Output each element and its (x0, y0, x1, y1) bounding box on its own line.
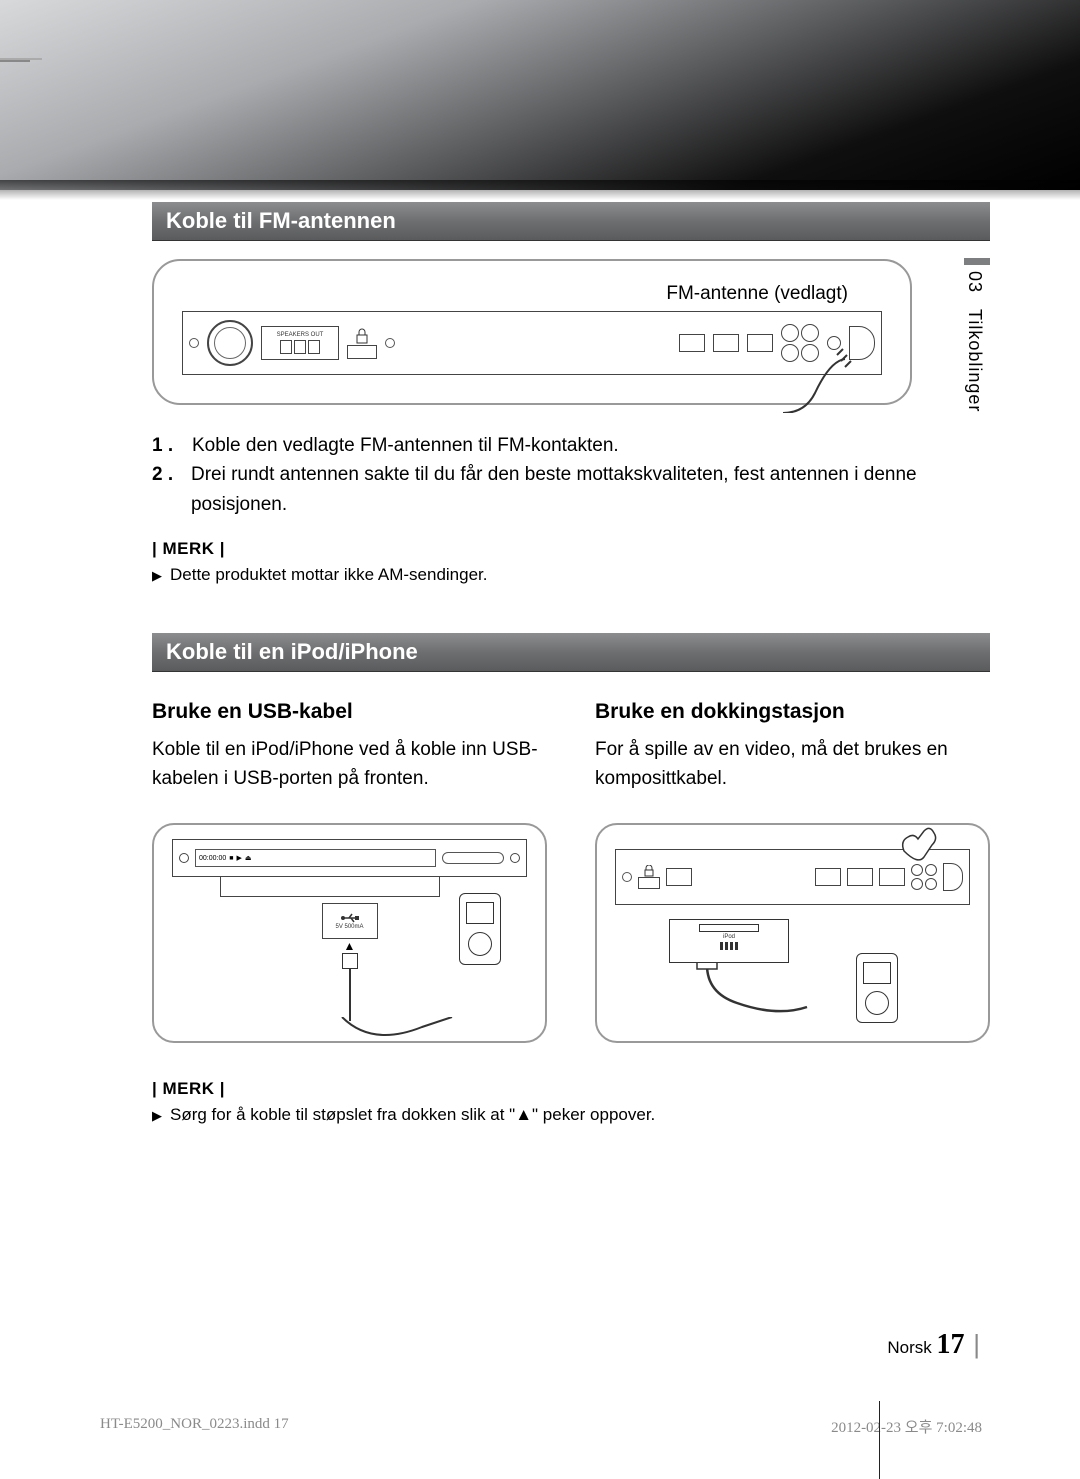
step-text: Koble den vedlagte FM-antennen til FM-ko… (192, 431, 619, 460)
note-text: Sørg for å koble til støpslet fra dokken… (170, 1105, 655, 1127)
usb-connection-diagram: 00:00:00■▶⏏ 5V 500mA ▲ (152, 823, 547, 1043)
chapter-label: Tilkoblinger (965, 309, 985, 412)
display-icon: 00:00:00■▶⏏ (195, 849, 436, 867)
device-front-panel: 00:00:00■▶⏏ (172, 839, 527, 877)
cable-icon (349, 969, 351, 1021)
aux-port (847, 868, 873, 886)
note-text: Dette produktet mottar ikke AM-sendinger… (170, 565, 488, 587)
tab-marker (964, 258, 990, 265)
usb-plug-icon (342, 953, 358, 969)
cable-curve-icon (172, 1017, 527, 1037)
knob-icon (510, 853, 520, 863)
step-number: 1 . (152, 431, 182, 460)
aux-port (747, 334, 773, 352)
dock-cable-icon (597, 963, 988, 1033)
power-inlet-icon (849, 326, 875, 360)
speaker-output-block: SPEAKERS OUT (261, 326, 339, 360)
subsection-usb-heading: Bruke en USB-kabel (152, 700, 547, 724)
usb-port-icon: 5V 500mA (322, 903, 378, 939)
antenna-caption: FM-antenne (vedlagt) (182, 283, 882, 305)
fm-antenna-diagram: FM-antenne (vedlagt) SPEAKERS OUT (152, 259, 912, 405)
note-block: | MERK | ▶ Dette produktet mottar ikke A… (152, 539, 990, 587)
fan-vent-icon (207, 320, 253, 366)
av-jack-icon (911, 864, 923, 876)
ipod-device-icon (459, 893, 501, 965)
power-inlet-icon (943, 863, 963, 891)
page-number-value: 17 (937, 1329, 965, 1360)
av-jack-icon (781, 344, 799, 362)
crop-mark (0, 60, 30, 62)
av-jack-icon (911, 878, 923, 890)
dock-connection-diagram: iPod (595, 823, 990, 1043)
aux-port (713, 334, 739, 352)
av-jack-icon (925, 878, 937, 890)
print-metadata: HT-E5200_NOR_0223.indd 17 2012-02-23 오후 … (0, 1416, 1080, 1437)
subsection-usb-text: Koble til en iPod/iPhone ved å koble inn… (152, 736, 547, 793)
triangle-bullet-icon: ▶ (152, 1105, 162, 1127)
fm-jack-icon (827, 336, 841, 350)
aux-port (815, 868, 841, 886)
subsection-dock-heading: Bruke en dokkingstasjon (595, 700, 990, 724)
screw-icon (385, 338, 395, 348)
av-jack-icon (781, 324, 799, 342)
screw-icon (189, 338, 199, 348)
screw-icon (622, 872, 632, 882)
hdmi-port (638, 877, 660, 889)
usb-symbol-icon (339, 912, 361, 924)
note-block: | MERK | ▶ Sørg for å koble til støpslet… (152, 1079, 990, 1127)
page-divider-icon: | (973, 1329, 980, 1359)
aux-port (879, 868, 905, 886)
page-number: Norsk 17 | (887, 1329, 980, 1361)
instruction-list: 1 . Koble den vedlagte FM-antennen til F… (152, 431, 990, 519)
step-number: 2 . (152, 460, 181, 519)
aux-port (679, 334, 705, 352)
header-gradient (0, 0, 1080, 190)
list-item: 1 . Koble den vedlagte FM-antennen til F… (152, 431, 990, 460)
lan-port (666, 868, 692, 886)
note-label: | MERK | (152, 1079, 990, 1099)
indd-filename: HT-E5200_NOR_0223.indd 17 (100, 1416, 289, 1437)
lock-icon (353, 328, 371, 344)
volume-control-icon (442, 852, 504, 864)
triangle-bullet-icon: ▶ (152, 565, 162, 587)
subsection-dock-text: For å spille av en video, må det brukes … (595, 736, 990, 793)
av-jack-icon (925, 864, 937, 876)
page-language: Norsk (887, 1338, 931, 1357)
section-title-fm: Koble til FM-antennen (152, 202, 990, 241)
lock-icon (642, 865, 656, 877)
power-button-icon (179, 853, 189, 863)
chapter-number: 03 (965, 271, 985, 293)
av-jack-icon (801, 324, 819, 342)
step-text: Drei rundt antennen sakte til du får den… (191, 460, 990, 519)
chapter-tab: 03 Tilkoblinger (964, 258, 990, 412)
hdmi-port (347, 345, 377, 359)
av-jack-icon (801, 344, 819, 362)
note-label: | MERK | (152, 539, 990, 559)
list-item: 2 . Drei rundt antennen sakte til du får… (152, 460, 990, 519)
ipod-device-icon (856, 953, 898, 1023)
section-title-ipod: Koble til en iPod/iPhone (152, 633, 990, 672)
crop-mark (879, 1401, 880, 1479)
print-timestamp: 2012-02-23 오후 7:02:48 (831, 1416, 982, 1437)
ipod-dock-port: iPod (669, 919, 789, 963)
device-rear-panel: SPEAKERS OUT (182, 311, 882, 375)
hand-icon (896, 823, 940, 865)
